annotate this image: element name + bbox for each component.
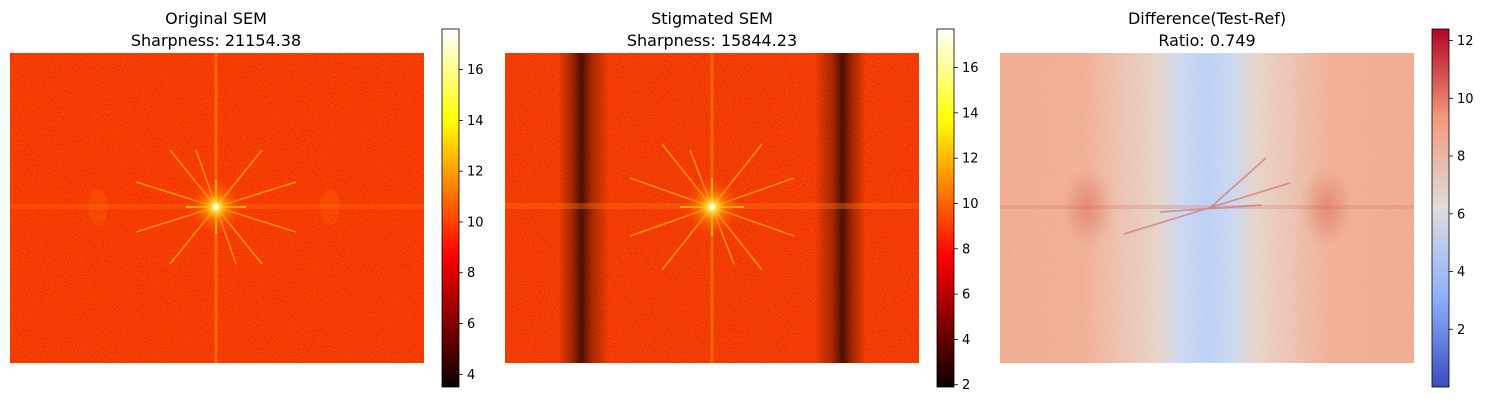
colorbar-3-tick-label-2: 2 — [1457, 323, 1465, 338]
colorbar-1-tick-label-6: 6 — [467, 317, 475, 332]
panel-difference: Difference(Test-Ref) Ratio: 0.749 2 4 6 8 10… — [1000, 9, 1474, 388]
heatmap-stigmated — [505, 53, 919, 363]
panel-3-title-line2: Ratio: 0.749 — [1158, 31, 1255, 50]
heatmap-original — [10, 53, 424, 363]
colorbar-3-tick-label-4: 4 — [1457, 265, 1465, 280]
panel-1-title-line2: Sharpness: 21154.38 — [131, 31, 301, 50]
colorbar-1-tick-label-16: 16 — [467, 63, 484, 78]
panel-2-title-line1: Stigmated SEM — [651, 9, 773, 28]
panel-original: Original SEM Sharpness: 21154.38 — [10, 9, 484, 388]
colorbar-3-tick-label-8: 8 — [1457, 150, 1465, 165]
colorbar-2-tick-label-2: 2 — [962, 378, 970, 393]
colorbar-1-tick-label-12: 12 — [467, 165, 484, 180]
colorbar-2-tick-label-14: 14 — [962, 106, 979, 121]
panel-1-title-line1: Original SEM — [165, 9, 267, 28]
colorbar-2-tick-label-8: 8 — [962, 242, 970, 257]
colorbar-1-tick-label-10: 10 — [467, 215, 484, 230]
colorbar-2-tick-label-12: 12 — [962, 152, 979, 167]
colorbar-2-tick-label-10: 10 — [962, 197, 979, 212]
panel-2-title-line2: Sharpness: 15844.23 — [627, 31, 797, 50]
colorbar-2-tick-label-4: 4 — [962, 333, 970, 348]
colorbar-3-tick-label-10: 10 — [1457, 92, 1474, 107]
colorbar-1-tick-label-8: 8 — [467, 266, 475, 281]
colorbar-1-tick-label-14: 14 — [467, 114, 484, 129]
panel-3-title-line1: Difference(Test-Ref) — [1128, 9, 1286, 28]
colorbar-stigmated: 2 4 6 8 10 12 14 16 — [936, 28, 979, 393]
colorbar-3-tick-label-12: 12 — [1457, 34, 1474, 49]
colorbar-2-tick-label-6: 6 — [962, 288, 970, 303]
colorbar-3-tick-label-6: 6 — [1457, 207, 1465, 222]
heatmap-difference — [1000, 53, 1414, 363]
colorbar-original: 4 6 8 10 12 14 16 — [441, 28, 484, 388]
colorbar-2-tick-label-16: 16 — [962, 61, 979, 76]
panel-stigmated: Stigmated SEM Sharpness: 15844.23 — [505, 9, 979, 393]
colorbar-1-tick-label-4: 4 — [467, 368, 475, 383]
colorbar-difference: 2 4 6 8 10 12 — [1431, 28, 1474, 388]
